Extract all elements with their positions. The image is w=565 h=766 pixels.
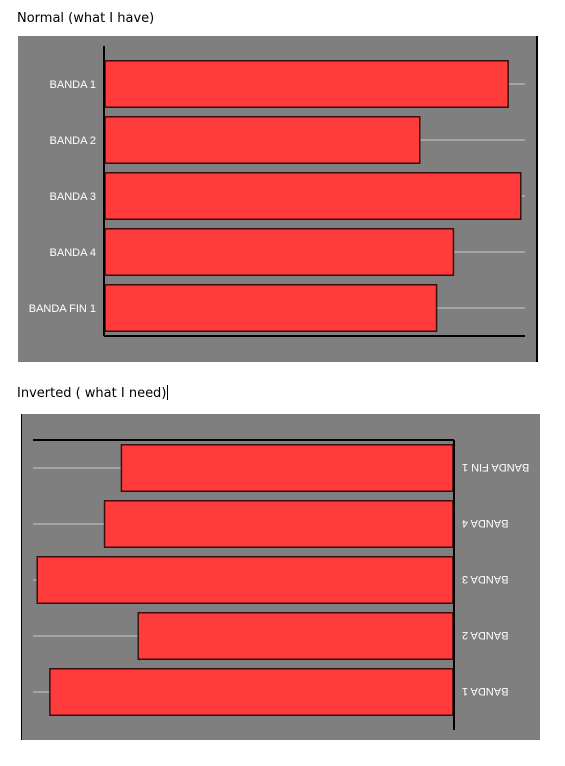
category-label: BANDA 2: [50, 135, 96, 147]
chart-inverted-svg: BANDA 1 BANDA 2 BANDA 3 BANDA 4 BANDA FIN 1: [21, 414, 529, 740]
category-label: BANDA FIN 1: [462, 461, 529, 473]
category-label: BANDA 3: [462, 573, 508, 585]
chart-plot-group: BANDA 1 BANDA 2 BANDA 3 BANDA 4 BANDA FIN 1: [29, 36, 538, 362]
bar-banda-3: [104, 172, 522, 220]
category-label: BANDA 4: [462, 517, 508, 529]
category-label: BANDA 2: [462, 629, 508, 641]
category-label: BANDA 4: [50, 247, 96, 259]
chart-normal: BANDA 1 BANDA 2 BANDA 3 BANDA 4 BANDA FIN 1: [18, 36, 538, 362]
chart-normal-svg: BANDA 1 BANDA 2 BANDA 3 BANDA 4 BANDA FIN 1: [29, 36, 538, 362]
bar-banda-fin-1: [120, 444, 454, 492]
caption-inverted: Inverted ( what I need): [17, 385, 169, 401]
caption-normal: Normal (what I have): [17, 11, 155, 26]
chart-inverted: BANDA 1 BANDA 2 BANDA 3 BANDA 4 BANDA FIN 1: [21, 414, 540, 740]
caption-inverted-text: Inverted ( what I need): [17, 386, 167, 401]
bar-banda-4: [103, 500, 454, 548]
bar-banda-4: [104, 228, 455, 276]
bar-banda-2: [104, 116, 421, 164]
bar-banda-fin-1: [104, 284, 438, 332]
category-label: BANDA 1: [462, 685, 508, 697]
category-label: BANDA FIN 1: [29, 303, 96, 315]
category-label: BANDA 1: [50, 79, 96, 91]
text-cursor: [167, 385, 169, 400]
chart-plot-group: BANDA 1 BANDA 2 BANDA 3 BANDA 4 BANDA FIN 1: [21, 414, 529, 740]
bar-banda-3: [36, 556, 454, 604]
bar-banda-1: [104, 60, 509, 108]
bar-banda-2: [137, 612, 454, 660]
category-label: BANDA 3: [50, 191, 96, 203]
bar-banda-1: [49, 668, 454, 716]
